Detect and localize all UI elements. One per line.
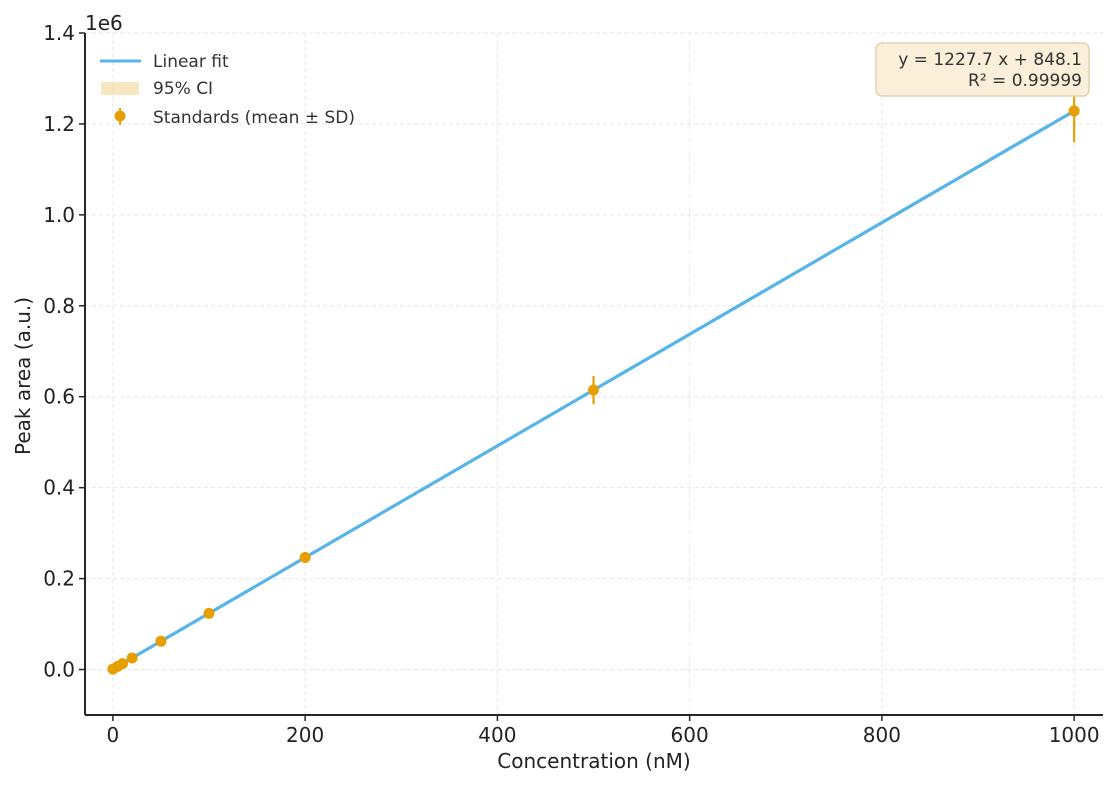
x-tick-label: 200 <box>286 723 324 747</box>
y-tick-label: 0.2 <box>43 567 75 591</box>
data-point <box>203 607 215 619</box>
fit-equation-text: y = 1227.7 x + 848.1 <box>898 50 1082 70</box>
legend: Linear fit 95% CI Standards (mean ± SD) <box>100 52 355 128</box>
data-point <box>299 552 311 564</box>
fit-equation-box: y = 1227.7 x + 848.1 R² = 0.99999 <box>875 42 1090 97</box>
standards-points <box>107 79 1080 675</box>
data-point <box>126 652 138 664</box>
y-tick-label: 0.4 <box>43 476 75 500</box>
legend-label-ci: 95% CI <box>153 79 213 99</box>
y-tick-label: 0.0 <box>43 658 75 682</box>
y-tick-label: 1.0 <box>43 203 75 227</box>
data-point <box>116 658 128 670</box>
x-axis-ticks: 0 200 400 600 800 1000 <box>107 715 1100 747</box>
grid-lines <box>85 32 1103 715</box>
data-point <box>1068 105 1080 117</box>
y-tick-label: 1.2 <box>43 112 75 136</box>
y-offset-label: 1e6 <box>85 11 123 35</box>
data-point <box>155 635 167 647</box>
y-axis-title: Peak area (a.u.) <box>11 297 35 455</box>
x-tick-label: 0 <box>107 723 120 747</box>
x-tick-label: 800 <box>863 723 901 747</box>
legend-marker-icon <box>114 110 126 122</box>
annotation-box-bg <box>875 42 1090 97</box>
legend-label-standards: Standards (mean ± SD) <box>153 108 355 128</box>
x-tick-label: 600 <box>671 723 709 747</box>
x-tick-label: 1000 <box>1049 723 1100 747</box>
x-axis-title: Concentration (nM) <box>497 749 690 773</box>
y-axis-ticks: 0.0 0.2 0.4 0.6 0.8 1.0 1.2 1.4 <box>43 21 85 682</box>
y-tick-label: 1.4 <box>43 21 75 45</box>
x-tick-label: 400 <box>478 723 516 747</box>
y-tick-label: 0.6 <box>43 385 75 409</box>
legend-label-fit: Linear fit <box>153 52 229 72</box>
legend-band-icon <box>101 82 139 95</box>
y-tick-label: 0.8 <box>43 294 75 318</box>
r-squared-text: R² = 0.99999 <box>968 71 1082 91</box>
data-point <box>588 384 600 396</box>
